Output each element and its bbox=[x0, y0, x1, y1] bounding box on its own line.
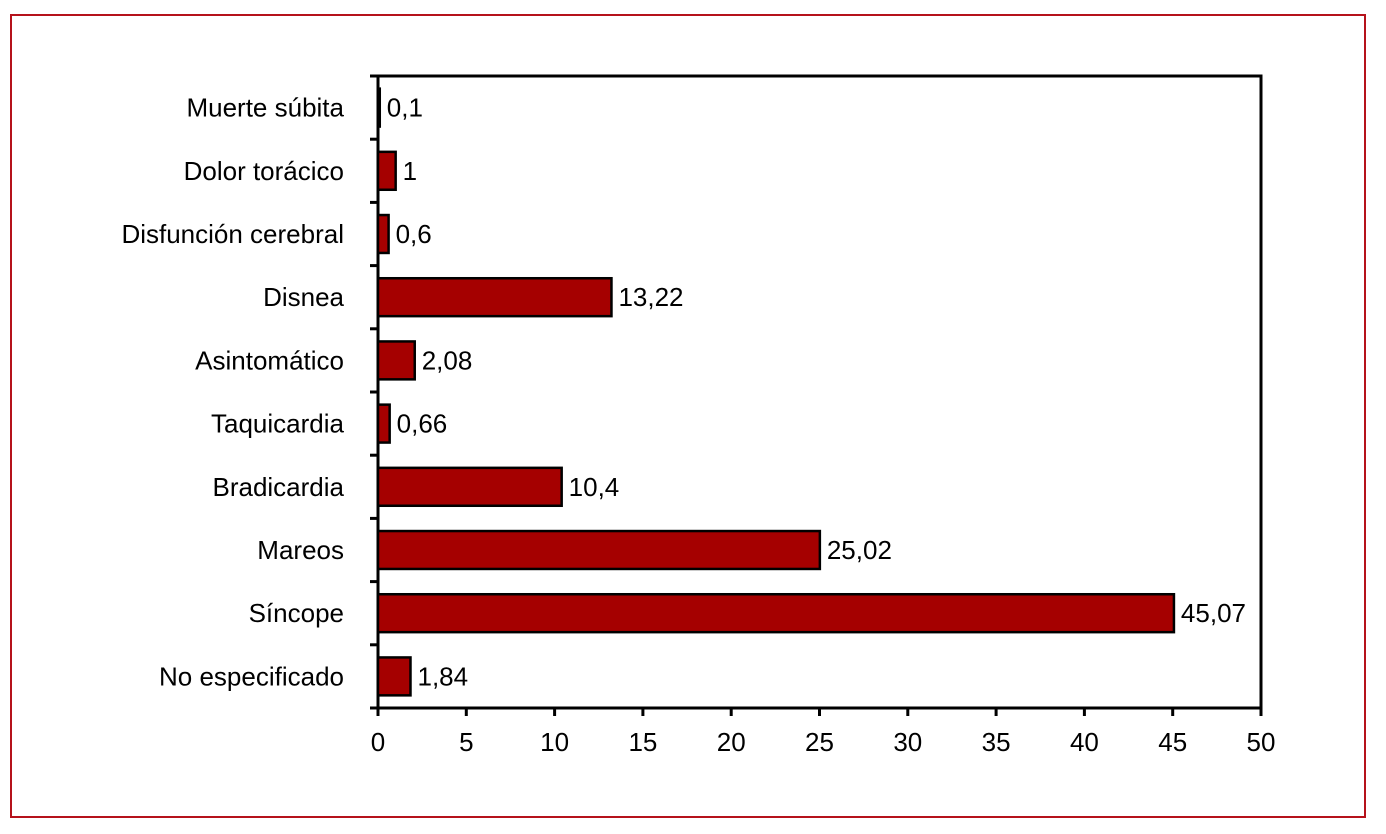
category-label: Disfunción cerebral bbox=[121, 219, 344, 249]
data-label: 45,07 bbox=[1181, 598, 1246, 628]
data-label: 2,08 bbox=[422, 345, 473, 375]
x-tick-label: 15 bbox=[628, 727, 657, 757]
x-tick-label: 40 bbox=[1070, 727, 1099, 757]
bar bbox=[376, 403, 391, 444]
bar bbox=[376, 466, 563, 508]
category-label: No especificado bbox=[159, 661, 344, 691]
data-label: 1 bbox=[403, 156, 417, 186]
category-label: Taquicardia bbox=[211, 409, 345, 439]
x-tick-label: 25 bbox=[805, 727, 834, 757]
category-label: Asintomático bbox=[195, 345, 344, 375]
x-tick-label: 20 bbox=[717, 727, 746, 757]
x-tick-label: 0 bbox=[371, 727, 385, 757]
category-label: Mareos bbox=[257, 535, 344, 565]
category-label: Dolor torácico bbox=[184, 156, 344, 186]
data-label: 0,6 bbox=[396, 219, 432, 249]
bar bbox=[376, 213, 390, 255]
bar bbox=[376, 592, 1176, 634]
data-label: 1,84 bbox=[417, 661, 468, 691]
data-label: 25,02 bbox=[827, 535, 892, 565]
x-tick-label: 35 bbox=[982, 727, 1011, 757]
data-label: 10,4 bbox=[569, 472, 620, 502]
x-tick-label: 45 bbox=[1158, 727, 1187, 757]
data-label: 0,66 bbox=[397, 409, 448, 439]
bar bbox=[376, 656, 412, 697]
x-tick-label: 30 bbox=[893, 727, 922, 757]
bar bbox=[376, 276, 613, 318]
x-tick-label: 50 bbox=[1247, 727, 1276, 757]
bar bbox=[376, 340, 416, 381]
bar bbox=[376, 150, 397, 192]
category-label: Síncope bbox=[249, 598, 344, 628]
data-label: 0,1 bbox=[387, 93, 423, 123]
category-label: Disnea bbox=[263, 282, 344, 312]
category-label: Muerte súbita bbox=[186, 93, 344, 123]
bar bbox=[376, 529, 822, 571]
data-label: 13,22 bbox=[618, 282, 683, 312]
category-label: Bradicardia bbox=[212, 472, 344, 502]
x-tick-label: 5 bbox=[459, 727, 473, 757]
x-tick-label: 10 bbox=[540, 727, 569, 757]
bar bbox=[376, 87, 382, 128]
